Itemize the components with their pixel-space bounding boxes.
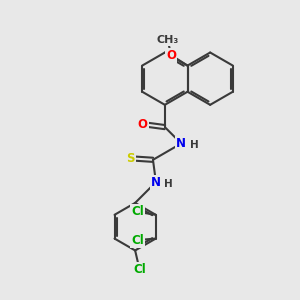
Text: Cl: Cl bbox=[133, 263, 146, 276]
Text: H: H bbox=[190, 140, 198, 150]
Text: O: O bbox=[166, 49, 176, 62]
Text: Cl: Cl bbox=[131, 234, 144, 247]
Text: O: O bbox=[138, 118, 148, 130]
Text: Cl: Cl bbox=[131, 205, 144, 218]
Text: S: S bbox=[126, 152, 135, 165]
Text: N: N bbox=[151, 176, 161, 189]
Text: CH₃: CH₃ bbox=[157, 35, 179, 45]
Text: H: H bbox=[164, 178, 173, 189]
Text: N: N bbox=[176, 137, 186, 150]
